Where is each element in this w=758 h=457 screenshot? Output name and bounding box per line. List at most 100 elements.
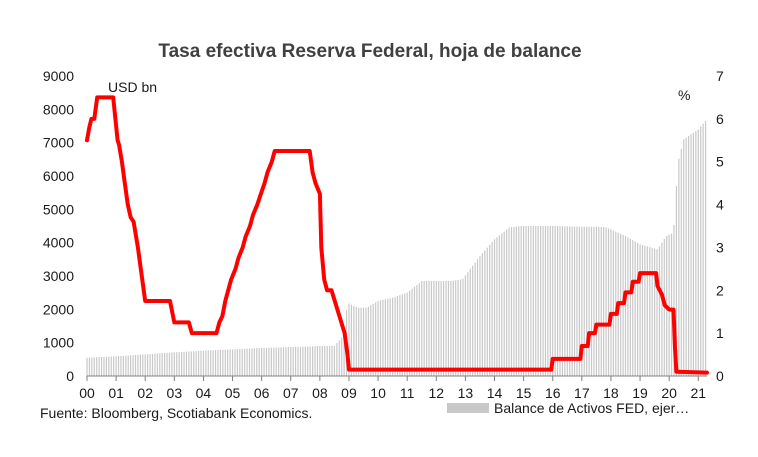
- balance-bar: [161, 353, 163, 376]
- balance-bar: [338, 340, 340, 376]
- balance-bar: [360, 307, 362, 376]
- balance-bar: [433, 281, 435, 376]
- balance-bar: [122, 355, 124, 376]
- right-tick-label: 0: [716, 368, 724, 384]
- left-axis-ticks: 0 1000 2000 3000 4000 5000 6000 7000 8000 9000: [43, 68, 74, 384]
- balance-bar: [195, 351, 197, 376]
- balance-bar: [110, 356, 112, 376]
- balance-bar: [624, 236, 627, 376]
- balance-bar: [193, 351, 195, 376]
- balance-bar: [593, 226, 595, 376]
- balance-bar: [239, 349, 241, 376]
- x-tick-label: 09: [341, 385, 357, 401]
- balance-bar: [316, 346, 319, 376]
- balance-bar: [285, 347, 287, 376]
- right-axis-ticks: 0 1 2 3 4 5 6 7: [716, 68, 724, 384]
- balance-bar: [295, 346, 297, 376]
- balance-bar: [350, 304, 352, 376]
- balance-bar: [91, 357, 93, 376]
- balance-bar: [130, 355, 132, 376]
- balance-bar: [695, 131, 697, 376]
- left-tick-label: 2000: [43, 301, 74, 317]
- balance-bars: [86, 121, 707, 377]
- balance-bar: [372, 303, 374, 376]
- balance-bar: [176, 352, 178, 376]
- balance-bar: [333, 345, 336, 376]
- balance-bar: [654, 248, 656, 376]
- balance-bar: [263, 347, 265, 376]
- balance-bar: [343, 328, 345, 376]
- balance-bar: [612, 230, 614, 376]
- balance-bar: [205, 350, 207, 376]
- balance-bar: [341, 337, 343, 376]
- balance-bar: [244, 348, 246, 376]
- balance-bar: [576, 226, 578, 376]
- balance-bar: [588, 226, 590, 376]
- balance-bar: [406, 292, 408, 376]
- balance-bar: [442, 281, 445, 376]
- balance-bar: [227, 349, 229, 376]
- balance-bar: [639, 244, 641, 376]
- balance-bar: [622, 234, 624, 376]
- balance-bar: [219, 349, 222, 376]
- balance-bar: [704, 121, 707, 376]
- balance-bar: [564, 226, 566, 376]
- balance-bar: [571, 226, 573, 376]
- balance-bar: [396, 296, 399, 376]
- balance-bar: [610, 229, 612, 376]
- balance-bar: [430, 281, 433, 376]
- right-tick-label: 2: [716, 282, 724, 298]
- balance-bar: [438, 281, 440, 376]
- balance-bar: [384, 299, 386, 376]
- balance-bar: [200, 350, 202, 376]
- balance-bar: [459, 279, 462, 376]
- balance-bar: [261, 348, 263, 376]
- balance-bar: [603, 226, 605, 376]
- x-tick-label: 13: [458, 385, 474, 401]
- balance-bar: [644, 245, 646, 376]
- balance-bar: [190, 351, 192, 376]
- balance-bar: [224, 349, 226, 376]
- balance-bar: [549, 226, 551, 376]
- balance-bar: [336, 342, 338, 376]
- balance-bar: [474, 262, 476, 376]
- balance-bar: [156, 353, 158, 376]
- balance-bar: [680, 149, 682, 376]
- x-tick-label: 15: [516, 385, 532, 401]
- balance-bar: [132, 355, 134, 376]
- balance-bar: [554, 226, 556, 376]
- right-tick-label: 4: [716, 197, 724, 213]
- balance-bar: [462, 278, 464, 376]
- balance-bar: [273, 347, 275, 376]
- balance-bar: [389, 298, 391, 376]
- balance-bar: [498, 235, 500, 376]
- balance-bar: [425, 281, 428, 376]
- balance-bar: [687, 136, 690, 376]
- balance-bar: [173, 352, 175, 376]
- balance-bar: [168, 352, 171, 376]
- balance-bar: [668, 234, 670, 376]
- left-tick-label: 7000: [43, 135, 74, 151]
- balance-bar: [382, 299, 384, 376]
- balance-bar: [590, 226, 593, 376]
- balance-bar: [503, 231, 505, 376]
- legend-label-balance: Balance de Activos FED, ejer…: [494, 400, 689, 416]
- balance-bar: [159, 353, 161, 376]
- left-tick-label: 4000: [43, 235, 74, 251]
- left-axis-unit-label: USD bn: [108, 79, 157, 95]
- balance-bar: [246, 348, 248, 376]
- balance-bar: [440, 281, 442, 376]
- balance-bar: [493, 239, 496, 376]
- balance-bar: [627, 237, 629, 376]
- balance-bar: [578, 226, 581, 376]
- balance-bar: [573, 226, 576, 376]
- balance-bar: [290, 347, 292, 376]
- balance-bar: [248, 348, 251, 376]
- balance-bar: [670, 233, 673, 376]
- balance-bar: [309, 346, 311, 376]
- balance-bar: [702, 123, 704, 377]
- balance-bar: [275, 347, 277, 376]
- balance-bar: [467, 272, 469, 376]
- balance-bar: [251, 348, 253, 376]
- balance-bar: [515, 226, 517, 376]
